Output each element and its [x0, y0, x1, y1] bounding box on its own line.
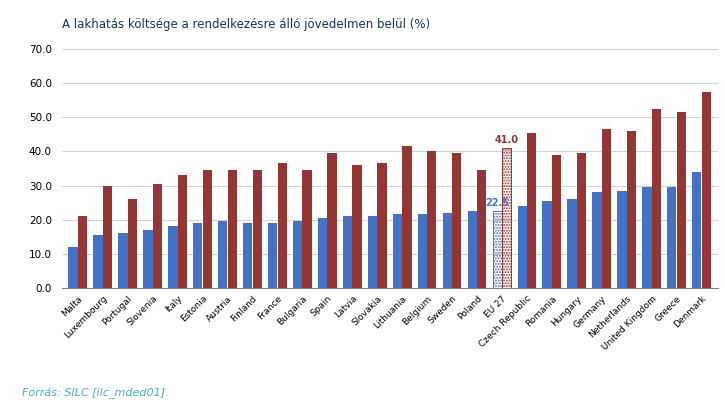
Bar	[328, 153, 336, 288]
Bar	[218, 221, 228, 288]
Bar	[542, 201, 552, 288]
Bar	[377, 164, 386, 288]
Bar	[502, 148, 511, 288]
Bar	[418, 215, 427, 288]
Bar	[702, 92, 711, 288]
Bar	[627, 131, 636, 288]
Text: A lakhatás költsége a rendelkezésre álló jövedelmen belül (%): A lakhatás költsége a rendelkezésre álló…	[62, 18, 430, 32]
Bar	[393, 215, 402, 288]
Bar	[452, 153, 461, 288]
Bar	[243, 223, 252, 288]
Text: 41.0: 41.0	[494, 135, 518, 145]
Bar	[602, 129, 611, 288]
Bar	[278, 164, 287, 288]
Bar	[318, 218, 327, 288]
Bar	[352, 165, 362, 288]
Bar	[293, 221, 302, 288]
Bar	[94, 235, 103, 288]
Bar	[667, 187, 676, 288]
Bar	[68, 247, 78, 288]
Bar	[592, 192, 602, 288]
Bar	[617, 191, 626, 288]
Bar	[228, 170, 237, 288]
Text: Forrás: SILC [ilc_mded01].: Forrás: SILC [ilc_mded01].	[22, 387, 168, 399]
Bar	[302, 170, 312, 288]
Bar	[268, 223, 277, 288]
Bar	[577, 153, 586, 288]
Bar	[103, 185, 112, 288]
Bar	[468, 211, 477, 288]
Bar	[343, 216, 352, 288]
Bar	[552, 155, 561, 288]
Bar	[252, 170, 262, 288]
Bar	[443, 213, 452, 288]
Bar	[492, 211, 502, 288]
Bar	[128, 199, 137, 288]
Bar	[692, 172, 701, 288]
Bar	[402, 146, 412, 288]
Bar	[168, 226, 178, 288]
Bar	[427, 152, 436, 288]
Bar	[153, 184, 162, 288]
Bar	[518, 206, 527, 288]
Bar	[178, 175, 187, 288]
Bar	[568, 199, 576, 288]
Text: 22.5: 22.5	[485, 198, 509, 208]
Bar	[477, 170, 486, 288]
Bar	[642, 187, 652, 288]
Bar	[652, 109, 661, 288]
Bar	[203, 170, 212, 288]
Bar	[194, 223, 202, 288]
Bar	[368, 216, 377, 288]
Bar	[118, 233, 128, 288]
Bar	[527, 133, 536, 288]
Bar	[676, 112, 686, 288]
Bar	[78, 216, 87, 288]
Bar	[144, 230, 152, 288]
